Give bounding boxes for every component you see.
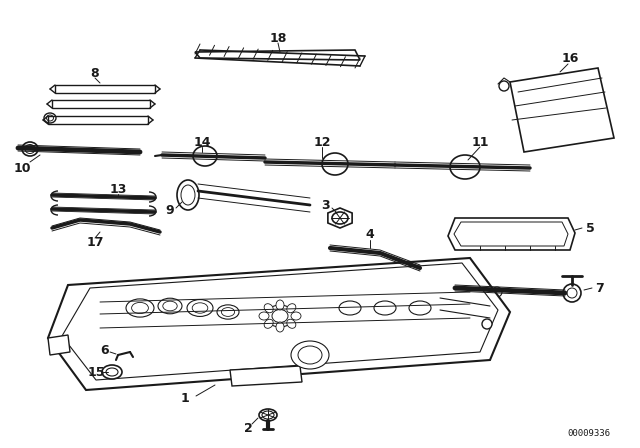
- Polygon shape: [52, 100, 150, 108]
- Ellipse shape: [259, 409, 277, 421]
- Ellipse shape: [266, 305, 294, 327]
- Ellipse shape: [158, 298, 182, 314]
- Text: 15: 15: [87, 366, 105, 379]
- Polygon shape: [195, 50, 360, 60]
- Ellipse shape: [287, 319, 296, 328]
- Text: 16: 16: [561, 52, 579, 65]
- Text: 14: 14: [193, 135, 211, 148]
- Text: 4: 4: [365, 228, 374, 241]
- Polygon shape: [448, 218, 575, 250]
- Ellipse shape: [409, 301, 431, 315]
- Text: 00009336: 00009336: [567, 429, 610, 438]
- Polygon shape: [48, 258, 510, 390]
- Ellipse shape: [22, 142, 38, 156]
- Text: 12: 12: [313, 135, 331, 148]
- Text: 8: 8: [91, 66, 99, 79]
- Ellipse shape: [276, 322, 284, 332]
- Polygon shape: [230, 366, 302, 386]
- Text: 18: 18: [269, 31, 287, 44]
- Ellipse shape: [563, 284, 581, 302]
- Text: 5: 5: [586, 221, 595, 234]
- Text: 3: 3: [321, 198, 330, 211]
- Ellipse shape: [177, 180, 199, 210]
- Text: 1: 1: [180, 392, 189, 405]
- Polygon shape: [510, 68, 614, 152]
- Text: 13: 13: [109, 182, 127, 195]
- Ellipse shape: [339, 301, 361, 315]
- Ellipse shape: [276, 300, 284, 310]
- Polygon shape: [48, 335, 70, 355]
- Ellipse shape: [264, 304, 273, 313]
- Text: 9: 9: [166, 203, 174, 216]
- Text: 7: 7: [596, 281, 604, 294]
- Ellipse shape: [499, 81, 509, 91]
- Ellipse shape: [322, 153, 348, 175]
- Text: 2: 2: [244, 422, 252, 435]
- Text: 6: 6: [100, 344, 109, 357]
- Ellipse shape: [492, 287, 502, 297]
- Ellipse shape: [450, 155, 480, 179]
- Ellipse shape: [264, 319, 273, 328]
- Text: 10: 10: [13, 161, 31, 175]
- Ellipse shape: [287, 304, 296, 313]
- Polygon shape: [55, 85, 155, 93]
- Ellipse shape: [374, 301, 396, 315]
- Ellipse shape: [332, 212, 348, 224]
- Ellipse shape: [482, 319, 492, 329]
- Polygon shape: [48, 116, 148, 124]
- Ellipse shape: [217, 305, 239, 319]
- Ellipse shape: [291, 341, 329, 369]
- Ellipse shape: [259, 312, 269, 320]
- Ellipse shape: [102, 365, 122, 379]
- Polygon shape: [328, 208, 352, 228]
- Ellipse shape: [187, 300, 213, 316]
- Text: 11: 11: [471, 135, 489, 148]
- Ellipse shape: [291, 312, 301, 320]
- Ellipse shape: [193, 146, 217, 166]
- Text: 17: 17: [86, 236, 104, 249]
- Ellipse shape: [126, 299, 154, 317]
